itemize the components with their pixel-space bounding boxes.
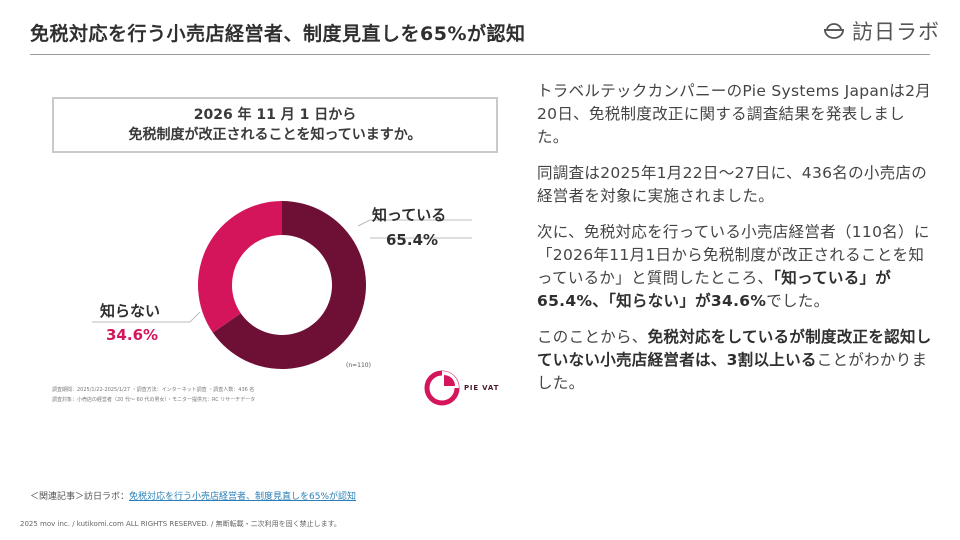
donut-chart: [92, 201, 472, 369]
sample-size-note: (n=110): [346, 362, 371, 369]
question-line-1: 2026 年 11 月 1 日から: [193, 107, 357, 123]
page-title: 免税対応を行う小売店経営者、制度見直しを65%が認知: [30, 23, 526, 45]
article-paragraph-3: 次に、免税対応を行っている小売店経営者（110名）に「2026年11月1日から免…: [537, 221, 932, 313]
paragraph-3-emphasis: 「知っている」が65.4%、「知らない」が34.6%: [537, 269, 892, 310]
donut-slice-know: [212, 201, 366, 369]
article-body: トラベルテックカンパニーのPie Systems Japanは2月20日、免税制…: [537, 80, 932, 408]
unknown-label: 知らない: [100, 302, 161, 320]
article-paragraph-2: 同調査は2025年1月22日〜27日に、436名の小売店の経営者を対象に実施され…: [537, 164, 928, 205]
copyright-notice: 2025 mov inc. / kutikomi.com ALL RIGHTS …: [20, 520, 341, 528]
related-article-link[interactable]: 免税対応を行う小売店経営者、制度見直しを65%が認知: [129, 492, 357, 502]
paragraph-3-text: 次に、免税対応を行っている小売店経営者（110名）に「2026年11月1日から免…: [537, 223, 930, 287]
article-paragraph-1: トラベルテックカンパニーのPie Systems Japanは2月20日、免税制…: [537, 82, 932, 146]
know-percent: 65.4%: [386, 231, 439, 249]
bowl-logo-icon: [824, 23, 844, 39]
paragraph-4-text: このことから、: [537, 328, 648, 346]
question-box: 2026 年 11 月 1 日から 免税制度が改正されることを知っていますか。: [52, 97, 498, 153]
header-divider: [30, 54, 930, 55]
survey-figure: 2026 年 11 月 1 日から 免税制度が改正されることを知っていますか。 …: [40, 80, 510, 425]
unknown-leader-line: [92, 311, 201, 323]
pie-vat-logo-text: PIE VAT: [464, 384, 500, 392]
brand-logo[interactable]: 訪日ラボ: [822, 17, 940, 45]
pie-vat-logo-icon: [424, 370, 460, 406]
paragraph-3-tail: でした。: [766, 292, 830, 310]
know-leader-line: [357, 219, 472, 227]
article-paragraph-4: このことから、免税対応をしているが制度改正を認知していない小売店経営者は、3割以…: [537, 326, 932, 395]
donut-slice-unknown: [197, 201, 282, 333]
brand-name: 訪日ラボ: [852, 20, 940, 44]
paragraph-4-tail: ことがわかりました。: [537, 351, 928, 392]
related-article: ＜関連記事＞訪日ラボ：免税対応を行う小売店経営者、制度見直しを65%が認知: [30, 489, 356, 502]
paragraph-4-emphasis: 免税対応をしているが制度改正を認知していない小売店経営者は、3割以上いる: [537, 328, 932, 369]
know-label: 知っている: [372, 206, 447, 224]
survey-info-line-2: 調査対象：小売店の経営者（20 代〜 60 代の男女）・モニター提供元：RC リ…: [52, 397, 256, 403]
related-prefix: ＜関連記事＞訪日ラボ：: [30, 492, 130, 502]
survey-info-line-1: 調査期間：2025/1/22-2025/1/27 ・調査方法：インターネット調査…: [52, 387, 255, 393]
unknown-percent: 34.6%: [106, 326, 159, 344]
question-line-2: 免税制度が改正されることを知っていますか。: [128, 127, 422, 143]
